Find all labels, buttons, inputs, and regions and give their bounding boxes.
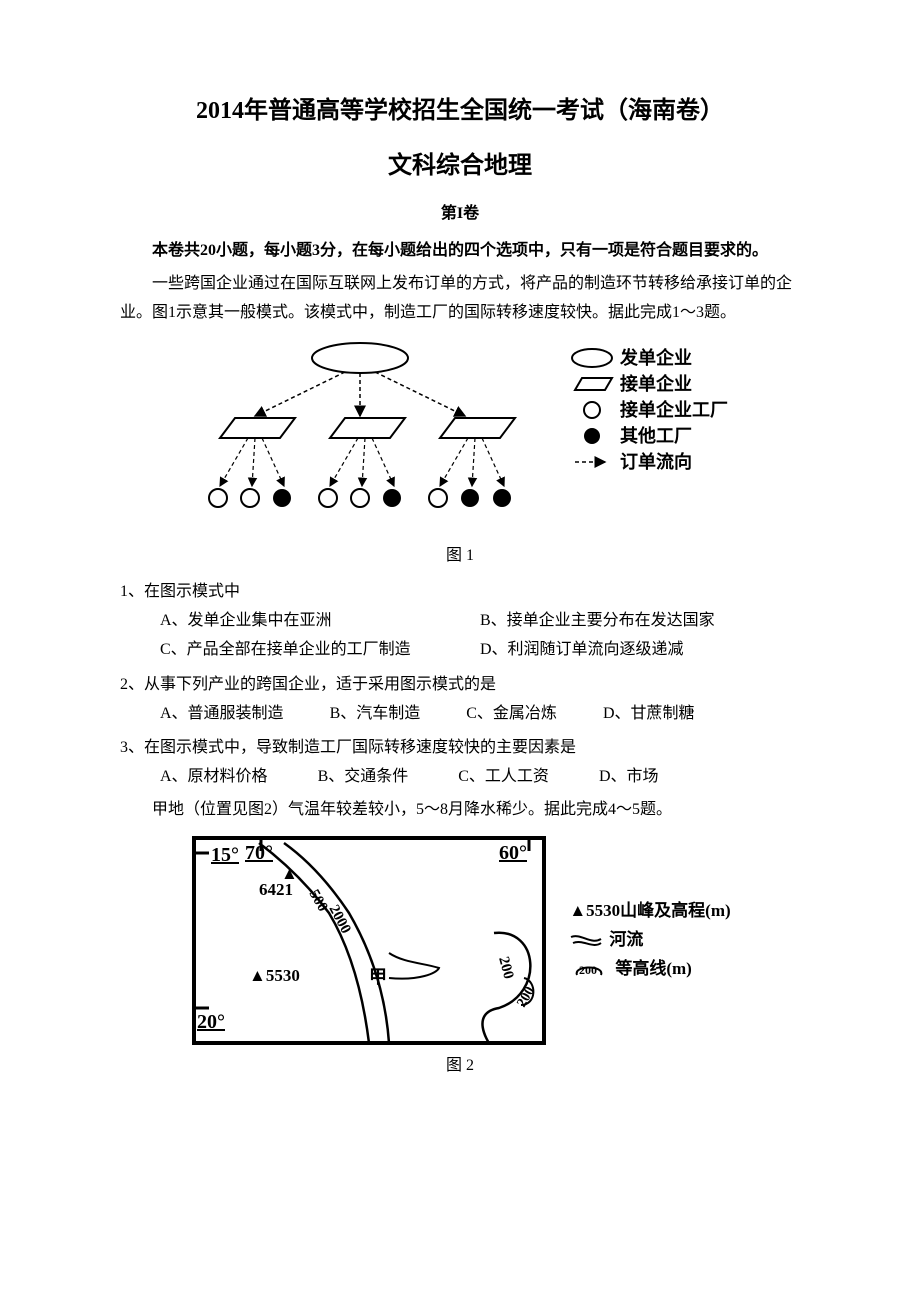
legend1-l4: 其他工厂 bbox=[620, 425, 692, 446]
q2-option-a: A、普通服装制造 bbox=[160, 700, 284, 729]
q2-option-d: D、甘蔗制糖 bbox=[603, 700, 695, 729]
legend2-contour: 200 等高线(m) bbox=[569, 955, 730, 984]
figure-1-svg: 发单企业 接单企业 接单企业工厂 其他工厂 订单流向 bbox=[180, 338, 740, 538]
title-main: 2014年普通高等学校招生全国统一考试（海南卷） bbox=[120, 90, 800, 133]
q3-option-b: B、交通条件 bbox=[318, 763, 409, 792]
legend2-river-label: 河流 bbox=[609, 926, 643, 955]
section-label: 第I卷 bbox=[120, 200, 800, 229]
fig2-contour2000: 2000 bbox=[326, 902, 354, 936]
svg-text:200: 200 bbox=[579, 963, 597, 977]
q3-option-d: D、市场 bbox=[599, 763, 659, 792]
instruction-text: 本卷共20小题，每小题3分，在每小题给出的四个选项中，只有一项是符合题目要求的。 bbox=[120, 237, 800, 266]
fig2-contour200b: 200 bbox=[515, 984, 538, 1010]
title-sub: 文科综合地理 bbox=[120, 145, 800, 188]
fig2-lon70: 70° bbox=[245, 842, 273, 864]
intro-paragraph-4: 甲地（位置见图2）气温年较差较小，5～8月降水稀少。据此完成4～5题。 bbox=[120, 796, 800, 825]
q2-stem: 2、从事下列产业的跨国企业，适于采用图示模式的是 bbox=[120, 671, 800, 700]
legend1-l5: 订单流向 bbox=[620, 451, 692, 472]
fig2-contour200a: 200 bbox=[495, 955, 516, 981]
legend2-river: 河流 bbox=[569, 926, 730, 955]
q1-option-b: B、接单企业主要分布在发达国家 bbox=[480, 607, 800, 636]
question-1: 1、在图示模式中 A、发单企业集中在亚洲 B、接单企业主要分布在发达国家 C、产… bbox=[120, 578, 800, 664]
legend1-l3: 接单企业工厂 bbox=[620, 399, 728, 420]
fig2-lat20: 20° bbox=[197, 1011, 225, 1033]
q3-option-c: C、工人工资 bbox=[458, 763, 549, 792]
intro-paragraph-1: 一些跨国企业通过在国际互联网上发布订单的方式，将产品的制造环节转移给承接订单的企… bbox=[120, 270, 800, 328]
figure-2: 15° 70° 60° 20° ▲ 6421 ▲5530 500 2000 20… bbox=[120, 833, 800, 1048]
legend2-contour-label: 等高线(m) bbox=[615, 955, 691, 984]
legend2-peak: ▲5530山峰及高程(m) bbox=[569, 897, 730, 926]
figure-2-legend: ▲5530山峰及高程(m) 河流 200 等高线(m) bbox=[569, 897, 730, 984]
q2-option-c: C、金属冶炼 bbox=[466, 700, 557, 729]
q3-stem: 3、在图示模式中，导致制造工厂国际转移速度较快的主要因素是 bbox=[120, 734, 800, 763]
q1-option-c: C、产品全部在接单企业的工厂制造 bbox=[160, 636, 480, 665]
q3-option-a: A、原材料价格 bbox=[160, 763, 268, 792]
legend1-l1: 发单企业 bbox=[619, 347, 692, 368]
legend1-l2: 接单企业 bbox=[620, 373, 692, 394]
q1-stem: 1、在图示模式中 bbox=[120, 578, 800, 607]
figure-1-caption: 图 1 bbox=[446, 542, 474, 571]
figure-2-caption: 图 2 bbox=[120, 1052, 800, 1081]
figure-1: 发单企业 接单企业 接单企业工厂 其他工厂 订单流向 图 1 bbox=[120, 338, 800, 571]
question-2: 2、从事下列产业的跨国企业，适于采用图示模式的是 A、普通服装制造 B、汽车制造… bbox=[120, 671, 800, 729]
fig2-peak1: 6421 bbox=[259, 880, 293, 899]
fig2-lat15: 15° bbox=[211, 844, 239, 866]
fig2-label-jia: 甲 bbox=[369, 967, 387, 987]
question-3: 3、在图示模式中，导致制造工厂国际转移速度较快的主要因素是 A、原材料价格 B、… bbox=[120, 734, 800, 824]
q2-option-b: B、汽车制造 bbox=[330, 700, 421, 729]
q1-option-a: A、发单企业集中在亚洲 bbox=[160, 607, 480, 636]
figure-2-svg: 15° 70° 60° 20° ▲ 6421 ▲5530 500 2000 20… bbox=[189, 833, 549, 1048]
q1-option-d: D、利润随订单流向逐级递减 bbox=[480, 636, 800, 665]
fig2-peak2: ▲5530 bbox=[249, 966, 300, 985]
fig2-lon60: 60° bbox=[499, 842, 527, 864]
